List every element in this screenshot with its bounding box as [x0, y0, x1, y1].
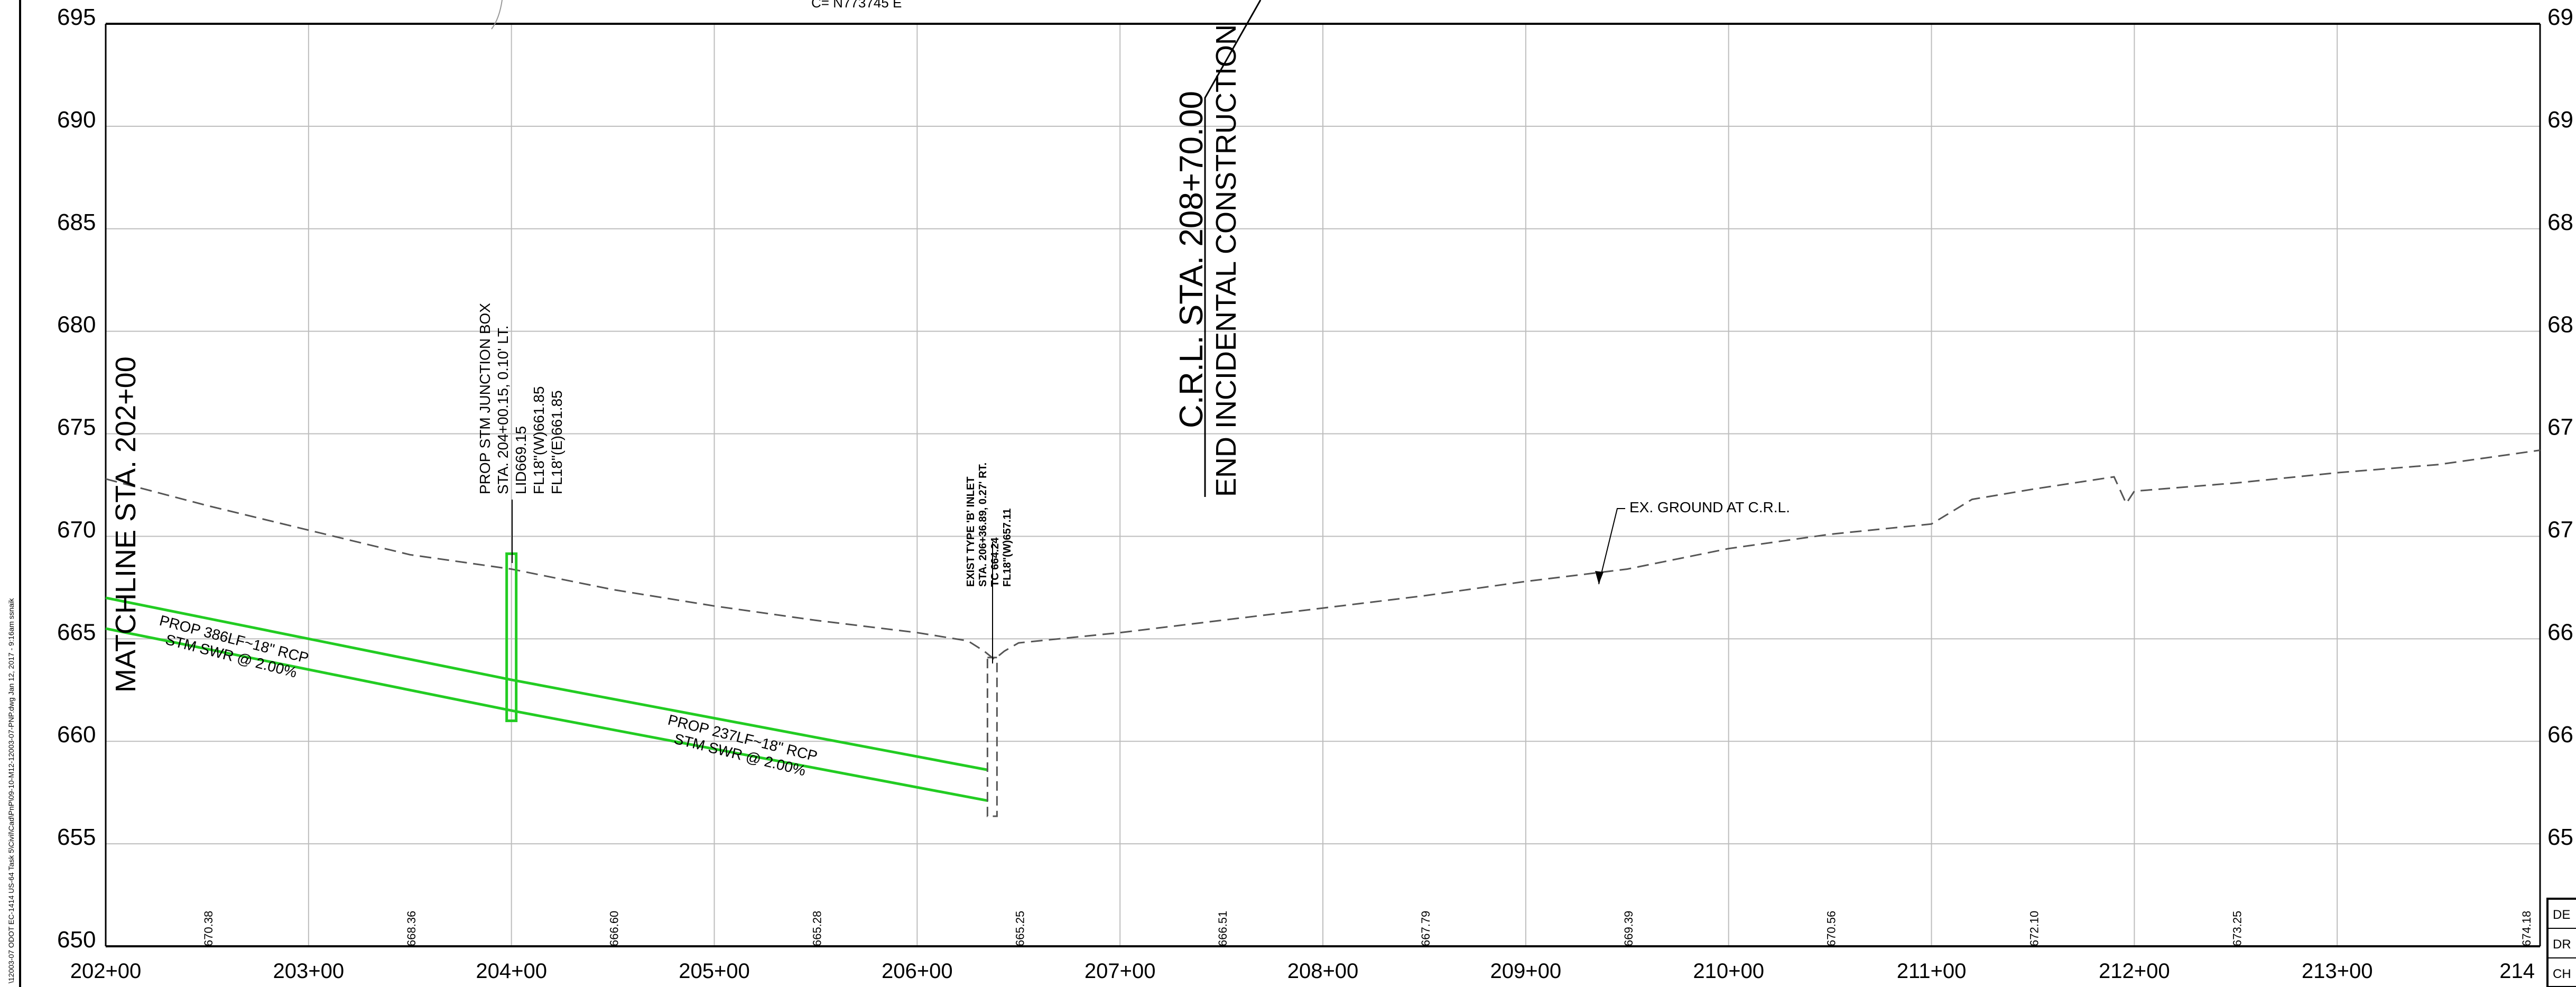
elevation-tick-label: 655 [57, 824, 96, 850]
station-tick-label: 209+00 [1490, 960, 1562, 983]
elevation-tick-label: 660 [57, 722, 96, 748]
station-tick-label: 206+00 [882, 960, 953, 983]
end-incidental-label: END INCIDENTAL CONSTRUCTION [1210, 24, 1242, 497]
inlet-line-4: FL18"(W)657.11 [1002, 509, 1013, 587]
elevation-tick-label-right: 67 [2547, 414, 2573, 440]
station-tick-label: 202+00 [70, 960, 142, 983]
inlet-structure [986, 657, 998, 817]
ground-elevation-label: 666.51 [1216, 911, 1229, 946]
elevation-tick-label-right: 66 [2547, 722, 2573, 748]
ground-elevation-label: 665.28 [810, 911, 823, 946]
elevation-tick-label: 680 [57, 312, 96, 338]
elevation-tick-label: 650 [57, 927, 96, 953]
crl-station-label: C.R.L. STA. 208+70.00 [1173, 91, 1210, 428]
elevation-labels: 695 690 685 680 675 670 665 660 655 650 [57, 4, 96, 953]
title-block-cell-1: DE [2553, 908, 2570, 922]
proposed-pipe-line [105, 596, 512, 681]
elevation-tick-label-right: 69 [2547, 4, 2573, 30]
ground-elevation-label: 670.56 [1825, 911, 1838, 946]
ground-elevation-label: 670.38 [202, 911, 215, 946]
ground-elevation-label: 668.36 [405, 911, 418, 946]
existing-ground-line [105, 449, 2541, 661]
title-block-fragment: DE DR CH [2546, 898, 2576, 987]
inlet-line-1: EXIST TYPE 'B' INLET [965, 477, 977, 587]
junction-box-callout: PROP STM JUNCTION BOX STA. 204+00.15, 0.… [477, 299, 565, 494]
junction-box-line-2: STA. 204+00.15, 0.10' LT. [495, 325, 511, 494]
profile-grid [105, 23, 2541, 947]
station-tick-label: 214 [2499, 960, 2535, 983]
title-block-cell-2: DR [2553, 937, 2571, 952]
ground-elevation-label: 669.39 [1622, 911, 1635, 946]
elevation-tick-label: 690 [57, 107, 96, 133]
inlet-callout: EXIST TYPE 'B' INLET STA. 206+36.89, 0.2… [965, 459, 1013, 587]
elevation-tick-label-right: 67 [2547, 516, 2573, 542]
ground-elevation-label: 665.25 [1013, 911, 1026, 946]
station-tick-label: 211+00 [1897, 960, 1967, 983]
ground-elevation-label: 672.10 [2027, 911, 2041, 946]
inlet-line-2: STA. 206+36.89, 0.27' RT. [977, 463, 989, 587]
profile-lines [105, 449, 2541, 802]
elevation-tick-label-right: 68 [2547, 209, 2573, 235]
proposed-pipe-line [105, 627, 512, 712]
elevation-tick-label: 670 [57, 516, 96, 542]
file-path-text: \12003-07 ODOT EC-1414 US-64 Task 5\Civi… [7, 598, 15, 983]
top-partial-text: C= N773745 E [811, 0, 902, 11]
crl-leader-line [1204, 0, 1262, 108]
elevation-tick-label-right: 69 [2547, 107, 2573, 133]
profile-frame [105, 23, 2541, 947]
proposed-pipe-line [511, 678, 989, 771]
ground-elevation-label: 674.18 [2520, 911, 2533, 946]
junction-box-line-4: FL18"(W)661.85 [531, 386, 547, 494]
elevation-tick-label: 675 [57, 414, 96, 440]
station-tick-label: 208+00 [1287, 960, 1359, 983]
title-block-cell-3: CH [2553, 967, 2571, 981]
station-labels: 202+00 203+00 204+00 205+00 206+00 207+00 208+… [70, 960, 2535, 983]
station-tick-label: 203+00 [273, 960, 345, 983]
ex-ground-leader [1598, 508, 1625, 585]
matchline-label: MATCHLINE STA. 202+00 [110, 356, 142, 693]
junction-box-line-5: FL18"(E)661.85 [549, 390, 565, 494]
proposed-pipe-line [511, 709, 989, 802]
elevation-tick-label: 685 [57, 209, 96, 235]
elevation-tick-label-right: 68 [2547, 312, 2573, 338]
station-tick-label: 205+00 [679, 960, 750, 983]
station-tick-label: 213+00 [2302, 960, 2373, 983]
elevation-tick-label: 695 [57, 4, 96, 30]
elevation-tick-label-right: 65 [2547, 824, 2573, 850]
pipe2-label: PROP 237LF~18" RCP STM SWR @ 2.00% [662, 712, 823, 782]
junction-box-structure [505, 552, 518, 722]
ex-ground-label: EX. GROUND AT C.R.L. [1629, 499, 1790, 515]
junction-box-line-3: LID669.15 [513, 426, 529, 494]
station-tick-label: 207+00 [1085, 960, 1156, 983]
ground-elevation-label: 673.25 [2230, 911, 2244, 946]
ground-elevation-labels: 670.38 668.36 666.60 665.28 665.25 666.51 667.… [202, 911, 2533, 946]
drainage-structures [505, 552, 998, 817]
station-tick-label: 212+00 [2099, 960, 2170, 983]
elevation-tick-label: 665 [57, 619, 96, 645]
ex-ground-arrowhead [1595, 571, 1604, 584]
elevation-tick-label-right: 66 [2547, 619, 2573, 645]
top-leader-line [491, 0, 503, 30]
station-tick-label: 204+00 [476, 960, 547, 983]
inlet-line-3: TC 664.24 [989, 537, 1001, 587]
ground-elevation-label: 667.79 [1419, 911, 1432, 946]
station-tick-label: 210+00 [1693, 960, 1764, 983]
ground-elevation-label: 666.60 [608, 911, 621, 946]
elevation-labels-right: 69 69 68 68 67 67 66 66 65 [2547, 4, 2573, 850]
junction-box-line-1: PROP STM JUNCTION BOX [477, 303, 493, 494]
